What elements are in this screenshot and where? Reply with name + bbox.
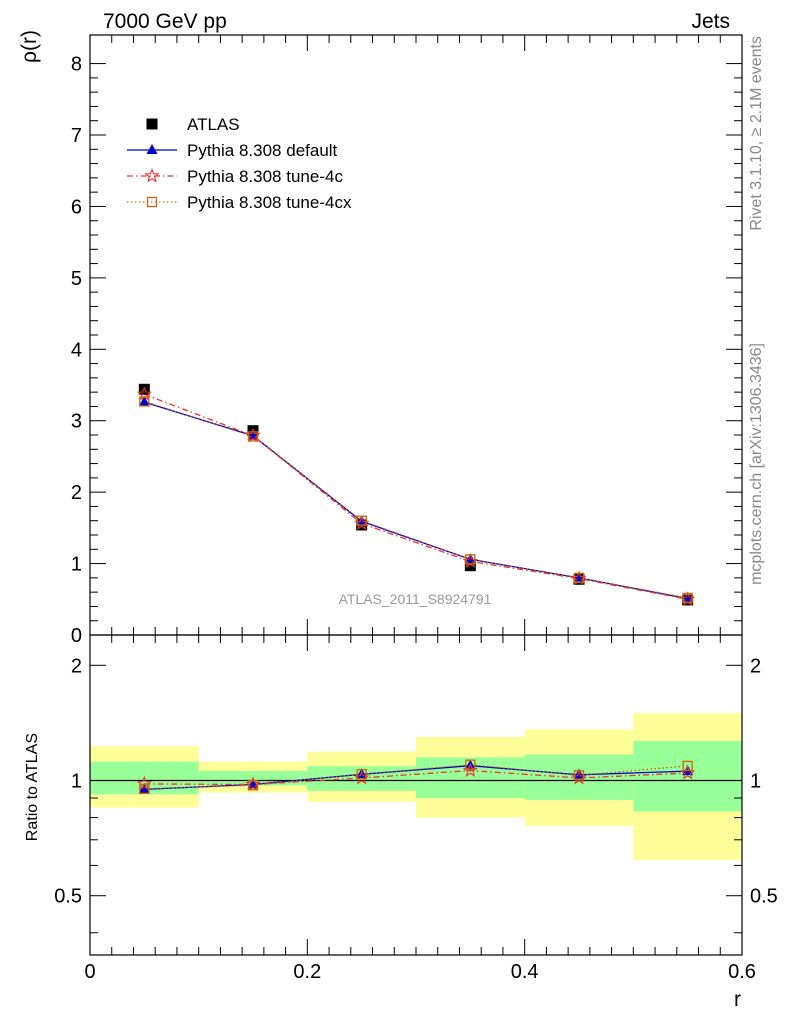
main-point-pythia-8-308-tune-4cx bbox=[356, 515, 367, 526]
main-point-atlas bbox=[464, 560, 476, 572]
ratio-y-tick-label-right: 1 bbox=[750, 771, 761, 793]
series-markers bbox=[136, 383, 696, 795]
bottom-y-axis-label: Ratio to ATLAS bbox=[24, 733, 41, 841]
axis-ticks bbox=[89, 35, 743, 955]
top-y-tick-label: 5 bbox=[71, 268, 82, 290]
main-point-pythia-8-308-default bbox=[464, 553, 476, 564]
watermark: ATLAS_2011_S8924791 bbox=[339, 591, 492, 607]
ratio-y-tick-label-left: 2 bbox=[71, 655, 82, 677]
ratio-y-tick-label-right: 2 bbox=[750, 655, 761, 677]
ratio-line-pythia-8-308-tune-4cx bbox=[144, 764, 688, 790]
legend-label: Pythia 8.308 default bbox=[187, 141, 338, 160]
top-y-tick-label: 3 bbox=[71, 411, 82, 433]
legend: ATLAS Pythia 8.308 default Pythia 8.308 tu… bbox=[127, 115, 352, 212]
top-y-axis-label: ρ(r) bbox=[18, 30, 41, 63]
ratio-point-pythia-8-308-tune-4c bbox=[136, 775, 152, 791]
main-point-pythia-8-308-tune-4cx bbox=[573, 572, 585, 584]
top-y-tick-label: 0 bbox=[71, 625, 82, 647]
ratio-point-pythia-8-308-tune-4cx bbox=[356, 769, 367, 780]
ratio-line-pythia-8-308-tune-4c bbox=[144, 769, 688, 786]
main-point-pythia-8-308-tune-4cx bbox=[247, 431, 259, 442]
ratio-y-tick-label-left: 1 bbox=[71, 771, 82, 793]
legend-label: Pythia 8.308 tune-4cx bbox=[187, 193, 352, 212]
ratio-point-pythia-8-308-tune-4cx bbox=[465, 759, 476, 770]
ratio-y-tick-label-left: 0.5 bbox=[54, 886, 82, 908]
ratio-point-pythia-8-308-tune-4cx bbox=[247, 780, 259, 791]
main-plot-background bbox=[90, 35, 742, 635]
rivet-label: Rivet 3.1.10, ≥ 2.1M events bbox=[748, 36, 765, 231]
ratio-point-pythia-8-308-default bbox=[138, 783, 150, 794]
x-tick-label: 0.6 bbox=[728, 961, 756, 983]
top-y-tick-label: 2 bbox=[71, 482, 82, 504]
series-lines bbox=[144, 393, 688, 791]
top-y-tick-label: 1 bbox=[71, 554, 82, 576]
main-line-pythia-8-308-tune-4c bbox=[144, 393, 688, 600]
top-y-tick-label: 4 bbox=[71, 339, 82, 361]
top-y-tick-label: 7 bbox=[71, 125, 82, 147]
x-axis-label: r bbox=[734, 988, 741, 1011]
legend-label: Pythia 8.308 tune-4c bbox=[187, 167, 343, 186]
main-plot-area bbox=[90, 35, 742, 635]
top-y-tick-label: 8 bbox=[71, 54, 82, 76]
legend-label: ATLAS bbox=[187, 115, 240, 134]
main-point-pythia-8-308-default bbox=[356, 515, 368, 526]
ratio-point-pythia-8-308-tune-4cx bbox=[682, 760, 693, 772]
header-left: 7000 GeV pp bbox=[103, 10, 227, 33]
mcplots-label: mcplots.cern.ch [arXiv:1306.3436] bbox=[748, 343, 765, 585]
legend-marker bbox=[146, 144, 158, 154]
x-tick-label: 0 bbox=[84, 961, 95, 983]
x-tick-label: 0.4 bbox=[511, 961, 539, 983]
header-right: Jets bbox=[691, 10, 730, 33]
ratio-point-pythia-8-308-tune-4cx bbox=[573, 770, 585, 781]
main-point-pythia-8-308-default bbox=[138, 396, 150, 407]
top-y-tick-label: 6 bbox=[71, 196, 82, 218]
main-point-pythia-8-308-tune-4cx bbox=[465, 554, 476, 565]
axis-tick-labels: 0 1 2 3 4 5 6 7 8 0.5 0.5 1 1 2 2 0 0.2 0.4 0.6 bbox=[54, 54, 778, 983]
legend-marker bbox=[144, 167, 160, 183]
main-point-pythia-8-308-tune-4cx bbox=[682, 592, 693, 604]
legend-marker bbox=[146, 118, 158, 130]
ratio-point-pythia-8-308-tune-4cx bbox=[139, 783, 150, 795]
main-point-pythia-8-308-tune-4cx bbox=[139, 396, 150, 407]
x-tick-label: 0.2 bbox=[293, 961, 321, 983]
main-line-pythia-8-308-tune-4cx bbox=[144, 400, 688, 599]
ratio-y-tick-label-right: 0.5 bbox=[750, 886, 778, 908]
legend-marker bbox=[146, 196, 158, 208]
